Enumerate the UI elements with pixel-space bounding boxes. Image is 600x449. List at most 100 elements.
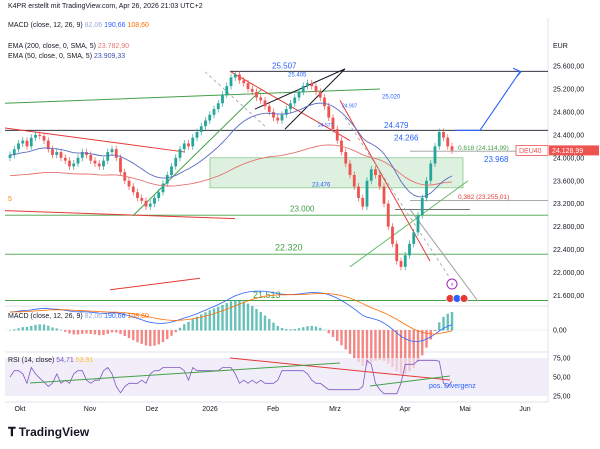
macd-histogram-bar [55,328,58,331]
tradingview-logo[interactable]: 𝐓 TradingView [8,425,89,440]
macd-histogram-bar [59,329,63,331]
candle-body [352,175,356,187]
candle-body [323,97,326,107]
macd-histogram-bar [191,319,194,331]
candle-body [361,197,365,207]
macd-histogram-bar [127,330,131,339]
candle-body [267,106,271,112]
candle-body [348,163,352,176]
macd-histogram-bar [149,330,152,347]
label-fib-382: 0,382 (23.255,01) [458,194,509,201]
consolidation-zone [209,157,464,189]
macd-histogram-bar [323,329,326,331]
candle-body [89,154,93,161]
macd-histogram-bar [21,327,24,331]
candle-body [97,163,101,167]
macd-histogram-bar [38,324,41,331]
ema50-line [9,102,453,198]
macd-histogram-bar [123,330,126,337]
ema200-header: EMA (200, close, 0, SMA, 5) 23.782,90 [8,43,129,50]
rsi-tick-75: 75,00 [553,356,571,363]
candle-body [225,86,229,95]
macd-histogram-bar [353,330,356,359]
long-green-trendline [4,88,381,104]
macd-histogram-bar [217,306,220,331]
time-tick: Apr [400,406,412,413]
macd-histogram-bar [64,330,67,332]
ema200-label: EMA (200, close, 0, SMA, 5) [8,43,96,50]
candle-body [153,197,156,204]
candle-body [374,169,377,176]
ema50-header: EMA (50, close, 0, SMA, 5) 23.909,33 [8,53,125,60]
candle-body [25,140,29,147]
macd-histogram-bar [404,330,407,374]
price-tick: 24.800,00 [553,109,584,116]
candle-body [437,131,441,147]
price-tick: 23.600,00 [553,178,584,185]
candle-body [365,180,369,207]
candle-body [42,135,46,141]
rsi-panel-label: RSI (14, close) [8,357,55,364]
price-tick: 21.600,00 [553,293,584,300]
rising-green-channel [349,180,469,268]
candle-body [331,117,335,130]
candle-body [301,86,305,92]
macd-histogram-bar [357,330,360,363]
current-label-text: DEU40 [519,148,542,155]
macd-histogram-bar [327,330,330,334]
rsi-panel-v2: 53,91 [75,357,94,364]
macd-histogram-bar [340,330,343,346]
macd-header-v1: 82,06 [84,22,103,29]
gray-target-path [409,209,479,302]
candle-body [425,180,428,198]
macd-histogram-bar [387,330,390,364]
macd-panel-header: MACD (close, 12, 26, 9) 82,06 190,66 108… [8,313,149,320]
candle-body [76,157,80,164]
macd-histogram-bar [153,330,156,346]
candle-body [178,149,182,158]
candle-body [195,131,199,138]
macd-histogram-bar [8,330,12,331]
macd-histogram-bar [310,325,313,331]
label-24577: 24.577 [318,123,334,129]
candle-body [199,126,203,132]
candle-body [403,255,407,267]
candle-body [293,97,297,104]
macd-histogram-bar [85,330,88,334]
macd-histogram-bar [276,325,279,331]
macd-histogram-bar [200,314,203,331]
macd-panel-label: MACD (close, 12, 26, 9) [8,313,83,320]
macd-histogram-bar [378,330,381,361]
wedge-pattern [254,68,346,130]
macd-histogram-bar [174,330,177,333]
candle-body [21,140,25,144]
price-tick: 22.400,00 [553,247,584,254]
macd-signal-line [9,293,453,335]
rsi-tick-50: 50,00 [553,375,571,382]
macd-histogram-bar [144,330,148,346]
candle-body [318,91,322,98]
macd-histogram-bar [166,330,169,340]
macd-line [9,290,453,342]
early-red-trendline [4,127,186,153]
rsi-panel-header: RSI (14, close) 54,71 53,91 [8,357,93,364]
macd-histogram-bar [136,330,139,343]
time-tick: Okt [15,406,26,413]
current-label-box [515,144,549,156]
label-25405: 25.405 [288,72,307,78]
macd-panel-v1: 82,06 [84,313,103,320]
macd-histogram-bar [263,315,267,331]
candle-body [114,149,118,158]
macd-histogram-bar [442,316,445,331]
time-tick: Feb [267,406,279,413]
macd-histogram-bar [361,330,364,366]
candle-body [391,226,394,244]
candle-body [161,183,165,193]
price-tick: 22.800,00 [553,224,584,231]
macd-histogram-bar [408,330,411,372]
candle-body [229,77,233,87]
small-red-line [109,277,201,291]
candle-body [450,146,454,151]
macd-histogram-bar [306,326,309,331]
